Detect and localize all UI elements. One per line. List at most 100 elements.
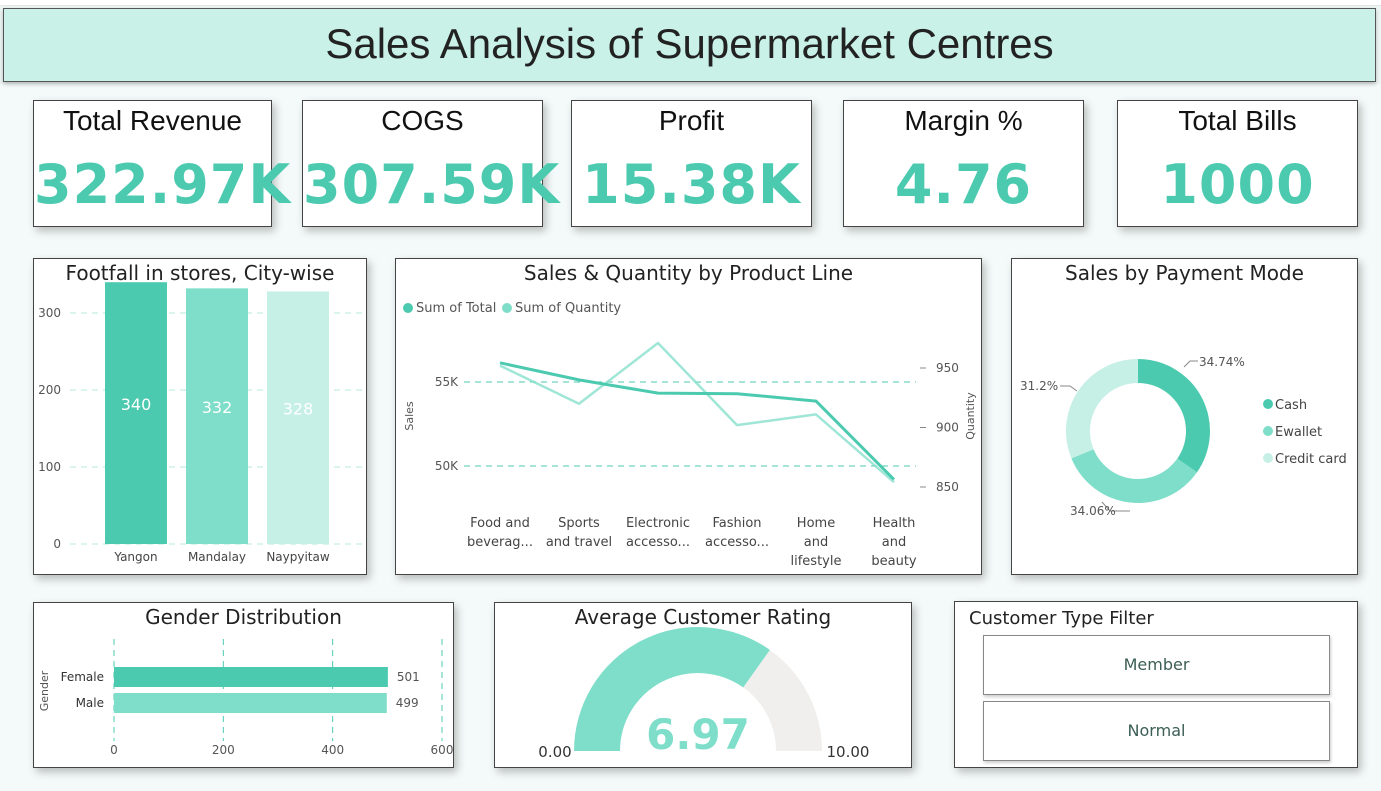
- legend-label: Sum of Total: [416, 301, 496, 316]
- title-banner: Sales Analysis of Supermarket Centres: [3, 8, 1376, 82]
- y-tick-label: 0: [53, 537, 61, 551]
- x-tick-label: Naypyitaw: [266, 550, 330, 564]
- donut-slice: [1138, 359, 1210, 473]
- legend-marker: [1263, 426, 1273, 436]
- gauge-min-label: 0.00: [538, 743, 571, 761]
- legend-marker: [403, 303, 413, 313]
- y2-tick-label: 950: [936, 361, 959, 375]
- x-tick-label: Sports: [558, 516, 600, 531]
- x-tick-label: 200: [212, 743, 235, 757]
- kpi-card-cogs[interactable]: COGS 307.59K: [302, 100, 559, 227]
- y-tick-label: 200: [38, 383, 61, 397]
- y2-tick-label: 850: [936, 480, 959, 494]
- x-tick-label: and travel: [546, 535, 612, 550]
- kpi-value: 1000: [1160, 153, 1315, 216]
- gauge-value: 6.97: [646, 710, 750, 759]
- donut-slice: [1071, 449, 1197, 503]
- bar: [114, 693, 387, 713]
- gender-bar-chart: 0 200 400 600 Gender Female 501 Male 499: [38, 639, 453, 757]
- kpi-label: Total Bills: [1178, 105, 1297, 136]
- kpi-label: Profit: [658, 105, 725, 136]
- x-tick-label: Health: [873, 516, 916, 531]
- chart-title: Footfall in stores, City-wise: [65, 261, 335, 285]
- y2-tick-label: 900: [936, 421, 959, 435]
- kpi-value: 322.97K: [34, 153, 292, 216]
- bar: [114, 667, 388, 687]
- bar: [267, 291, 329, 544]
- x-tick-label: accesso...: [626, 535, 690, 550]
- x-tick-label: lifestyle: [791, 554, 842, 569]
- data-label: 340: [121, 395, 152, 414]
- slicer-title: Customer Type Filter: [969, 608, 1154, 629]
- y-tick-label: Male: [76, 696, 104, 710]
- x-tick-label: beverag...: [467, 535, 533, 550]
- y2-axis-title: Quantity: [964, 392, 977, 440]
- slicer-option-normal[interactable]: Normal: [983, 701, 1330, 761]
- rating-gauge: 6.97 0.00 10.00: [538, 627, 870, 761]
- x-tick-label: 0: [110, 743, 118, 757]
- kpi-value: 15.38K: [582, 153, 801, 216]
- x-tick-label: 600: [431, 743, 453, 757]
- kpi-label: COGS: [381, 105, 464, 136]
- leader-line: [1060, 385, 1078, 392]
- leader-line: [1183, 360, 1198, 368]
- y-tick-label: 55K: [435, 375, 459, 389]
- footfall-chart-card[interactable]: Footfall in stores, City-wise 0 100 200 300…: [33, 258, 367, 575]
- y-tick-label: Female: [61, 670, 104, 684]
- top-strip: [0, 0, 1381, 6]
- legend-marker: [1263, 399, 1273, 409]
- data-label: 499: [396, 696, 419, 710]
- data-label: 328: [283, 400, 314, 419]
- gender-chart-card[interactable]: Gender Distribution 0 200 400 600 Gender Fema…: [33, 602, 454, 768]
- customer-type-slicer: Customer Type Filter Member Normal: [954, 601, 1358, 768]
- chart-title: Sales & Quantity by Product Line: [523, 261, 854, 285]
- donut-slice: [1066, 359, 1138, 459]
- bar: [186, 288, 248, 544]
- legend-marker: [1263, 453, 1273, 463]
- kpi-card-total-bills[interactable]: Total Bills 1000: [1117, 100, 1358, 227]
- x-tick-label: Mandalay: [188, 550, 246, 564]
- slicer-option-member[interactable]: Member: [983, 635, 1330, 695]
- gauge-track: [743, 649, 822, 751]
- data-label: 34.74%: [1199, 355, 1245, 369]
- series-line-quantity: [499, 341, 895, 484]
- kpi-card-margin[interactable]: Margin % 4.76: [843, 100, 1084, 227]
- legend-marker: [502, 303, 512, 313]
- data-label: 332: [202, 398, 233, 417]
- bar: [105, 282, 167, 544]
- y-tick-label: 100: [38, 460, 61, 474]
- y-tick-label: 300: [38, 306, 61, 320]
- payment-donut-chart: 34.74% 34.06% 31.2% Cash Ewallet Credit card: [1020, 355, 1347, 518]
- legend-label: Cash: [1275, 398, 1307, 413]
- kpi-label: Total Revenue: [62, 105, 242, 136]
- x-tick-label: beauty: [871, 554, 917, 569]
- x-tick-label: 400: [321, 743, 344, 757]
- legend-label: Credit card: [1275, 452, 1347, 467]
- x-tick-label: Food and: [470, 516, 530, 531]
- gauge-max-label: 10.00: [827, 743, 870, 761]
- chart-title: Gender Distribution: [145, 605, 342, 629]
- y-tick-label: 50K: [435, 459, 459, 473]
- y-axis-title: Gender: [38, 670, 51, 711]
- chart-title: Average Customer Rating: [574, 605, 832, 629]
- x-tick-label: Home: [797, 516, 835, 531]
- data-label: 501: [397, 670, 420, 684]
- page-title: Sales Analysis of Supermarket Centres: [325, 20, 1054, 67]
- payment-chart-card[interactable]: Sales by Payment Mode 34.74% 34.06% 31.2% C…: [1011, 258, 1358, 575]
- product-line-chart: Sum of Total Sum of Quantity 50K 55K 850 900 9…: [403, 301, 977, 569]
- x-tick-label: Fashion: [712, 516, 761, 531]
- data-label: 34.06%: [1070, 504, 1116, 518]
- x-tick-label: Yangon: [113, 550, 157, 564]
- gauge-fill: [574, 627, 770, 751]
- product-line-chart-card[interactable]: Sales & Quantity by Product Line Sum of …: [395, 258, 982, 575]
- kpi-card-total-revenue[interactable]: Total Revenue 322.97K: [33, 100, 292, 227]
- x-tick-label: accesso...: [705, 535, 769, 550]
- chart-title: Sales by Payment Mode: [1065, 261, 1304, 285]
- x-tick-label: and: [882, 535, 906, 550]
- y-axis-title: Sales: [403, 401, 416, 431]
- rating-gauge-card[interactable]: Average Customer Rating 6.97 0.00 10.00: [494, 602, 912, 768]
- legend-label: Sum of Quantity: [515, 301, 621, 316]
- kpi-card-profit[interactable]: Profit 15.38K: [571, 100, 812, 227]
- legend-label: Ewallet: [1275, 425, 1322, 440]
- kpi-label: Margin %: [904, 105, 1023, 136]
